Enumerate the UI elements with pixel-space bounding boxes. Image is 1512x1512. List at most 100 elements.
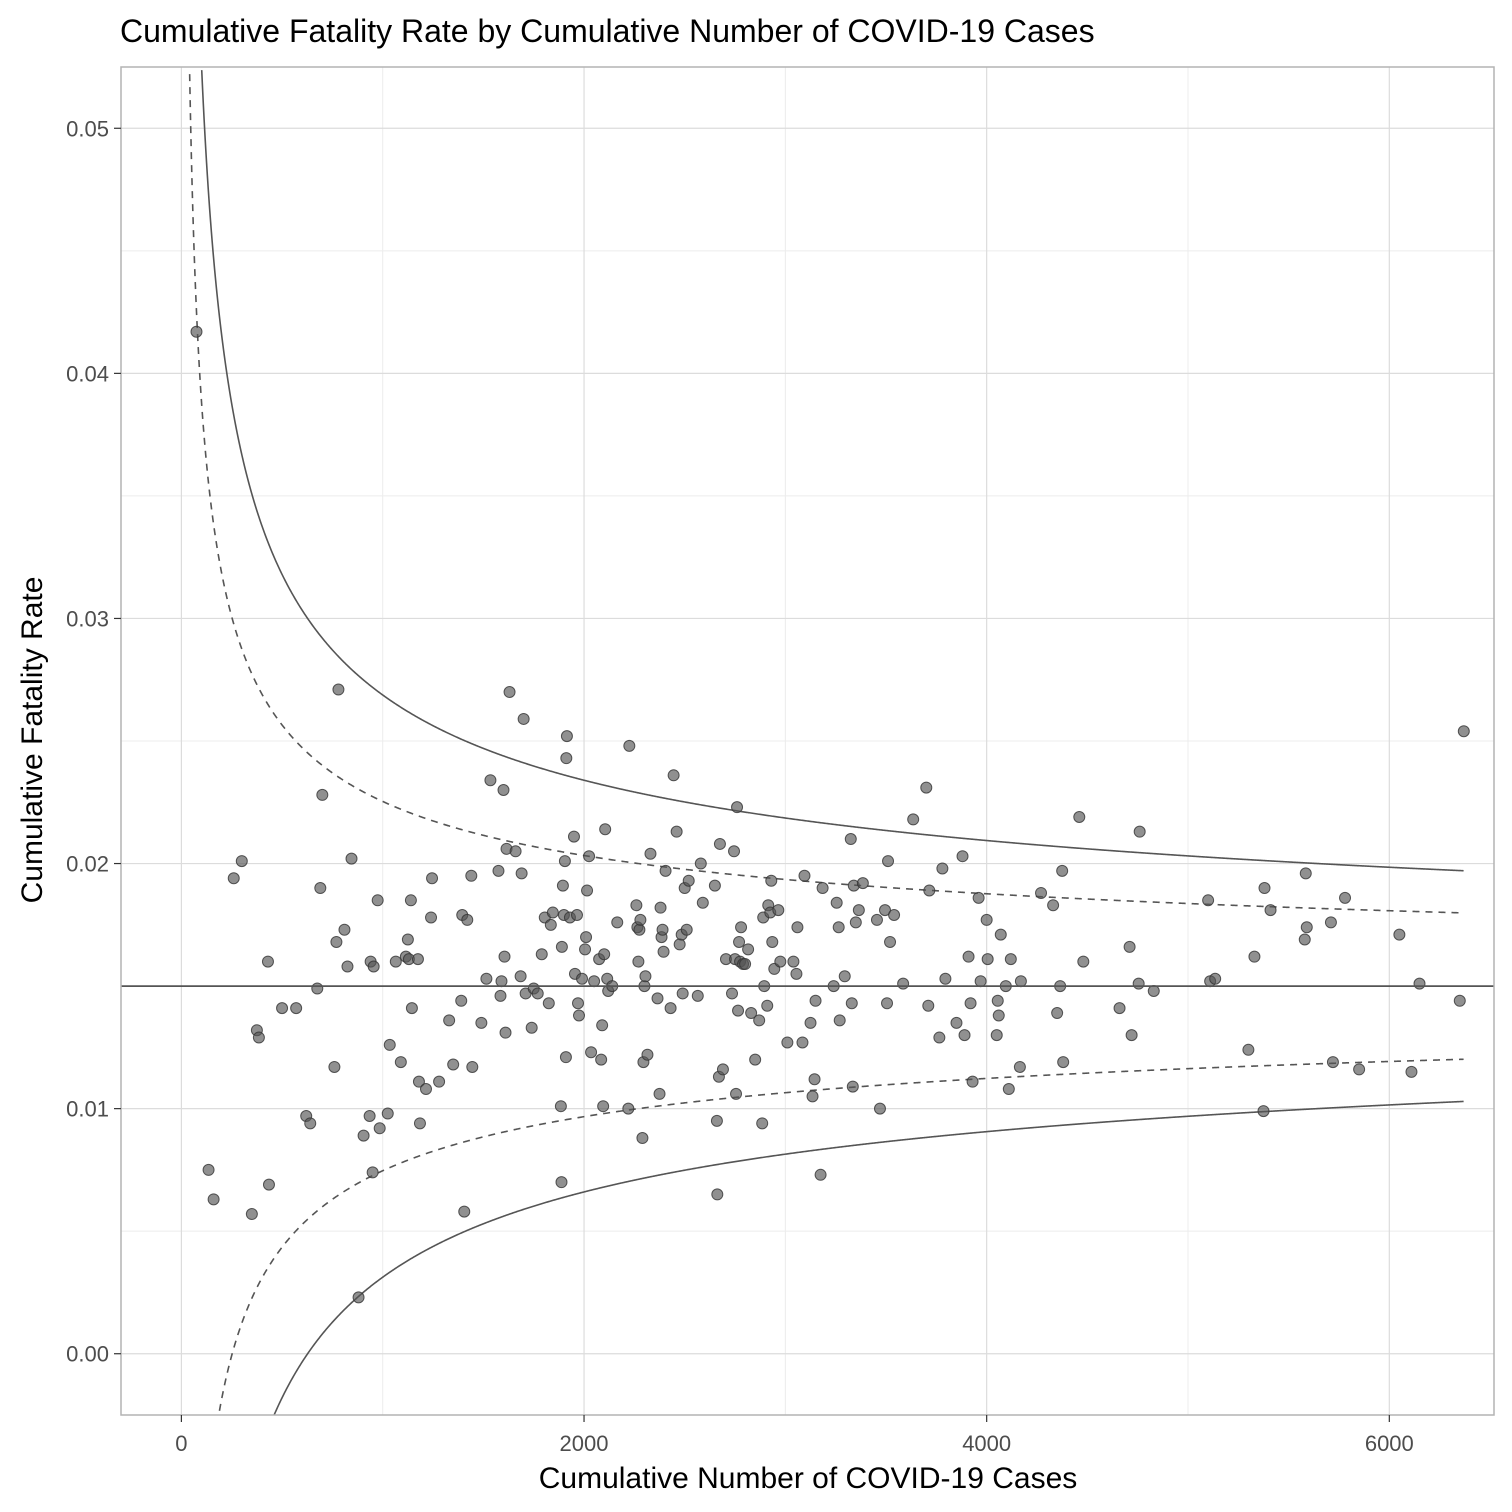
scatter-point	[413, 1117, 426, 1130]
scatter-point	[676, 987, 689, 1000]
scatter-point	[245, 1208, 258, 1221]
scatter-point	[535, 948, 548, 961]
scatter-point	[623, 739, 636, 752]
scatter-point	[630, 899, 643, 912]
scatter-point	[412, 1075, 425, 1088]
x-axis-title: Cumulative Number of COVID-19 Cases	[539, 1462, 1078, 1495]
scatter-point	[1209, 972, 1222, 985]
scatter-point	[1393, 928, 1406, 941]
scatter-point	[383, 1038, 396, 1051]
scatter-point	[990, 1029, 1003, 1042]
scatter-point	[373, 1122, 386, 1135]
scatter-point	[465, 869, 478, 882]
scatter-point	[804, 1016, 817, 1029]
scatter-point	[544, 918, 557, 931]
scatter-point	[207, 1193, 220, 1206]
scatter-point	[972, 891, 985, 904]
scatter-point	[833, 1014, 846, 1027]
scatter-point	[580, 931, 593, 944]
chart-title: Cumulative Fatality Rate by Cumulative N…	[120, 13, 1095, 49]
control-limits	[188, 70, 1464, 1416]
scatter-point	[870, 913, 883, 926]
scatter-point	[567, 830, 580, 843]
scatter-point	[657, 945, 670, 958]
scatter-point	[731, 801, 744, 814]
scatter-point	[1077, 955, 1090, 968]
scatter-point	[1300, 921, 1313, 934]
scatter-point	[845, 997, 858, 1010]
scatter-point	[227, 872, 240, 885]
scatter-point	[1133, 825, 1146, 838]
scatter-point	[809, 994, 822, 1007]
scatter-point	[405, 1002, 418, 1015]
scatter-point	[596, 1019, 609, 1032]
scatter-point	[844, 833, 857, 846]
scatter-point	[980, 913, 993, 926]
scatter-point	[492, 864, 505, 877]
scatter-point	[670, 825, 683, 838]
scatter-point	[484, 774, 497, 787]
scatter-point	[611, 916, 624, 929]
scatter-point	[599, 823, 612, 836]
scatter-point	[425, 911, 438, 924]
scatter-point	[495, 975, 508, 988]
scatter-point	[713, 837, 726, 850]
scatter-point	[235, 855, 248, 868]
scatter-point	[1056, 864, 1069, 877]
scatter-point	[480, 972, 493, 985]
scatter-point	[556, 879, 569, 892]
scatter-point	[509, 845, 522, 858]
y-axis-ticks: 0.00 0.01 0.02 0.03 0.04 0.05	[66, 116, 121, 1367]
scatter-point	[1413, 977, 1426, 990]
scatter-point	[1073, 810, 1086, 823]
scatter-point	[787, 955, 800, 968]
scatter-point	[639, 970, 652, 983]
scatter-point	[888, 909, 901, 922]
scatter-point	[341, 960, 354, 973]
scatter-point	[389, 955, 402, 968]
scatter-point	[572, 997, 584, 1010]
scatter-point	[531, 987, 544, 1000]
scatter-point	[475, 1016, 488, 1029]
scatter-point	[1324, 916, 1337, 929]
scatter-point	[542, 997, 555, 1010]
scatter-point	[558, 855, 571, 868]
scatter-point	[897, 977, 910, 990]
scatter-point	[742, 943, 755, 956]
scatter-point	[1405, 1065, 1418, 1078]
scatter-point	[622, 1102, 635, 1115]
scatter-point	[922, 999, 935, 1012]
scatter-point	[1002, 1083, 1015, 1096]
scatter-point	[598, 948, 611, 961]
scatter-point	[694, 857, 707, 870]
scatter-point	[494, 989, 507, 1002]
scatter-point	[328, 1060, 341, 1073]
scatter-point	[814, 1168, 827, 1181]
scatter-point	[1339, 891, 1352, 904]
scatter-point	[732, 1004, 745, 1017]
scatter-point	[696, 896, 709, 909]
grid	[121, 67, 1494, 1415]
scatter-point	[641, 1048, 654, 1061]
scatter-point	[936, 862, 949, 875]
scatter-point	[808, 1073, 821, 1086]
scatter-point	[651, 992, 664, 1005]
scatter-point	[554, 1100, 567, 1113]
scatter-point	[636, 1132, 649, 1145]
scatter-point	[832, 921, 845, 934]
scatter-point	[363, 1109, 376, 1122]
scatter-point	[503, 685, 516, 698]
scatter-point	[1326, 1056, 1339, 1069]
scatter-point	[585, 1046, 598, 1059]
scatter-point	[202, 1163, 215, 1176]
scatter-point	[332, 683, 345, 696]
scatter-point	[411, 953, 424, 966]
scatter-point	[433, 1075, 446, 1088]
scatter-point	[401, 933, 414, 946]
scatter-point	[852, 904, 865, 917]
scatter-point	[974, 975, 987, 988]
scatter-point	[796, 1036, 809, 1049]
dashed-limit-lower-line	[218, 1058, 1464, 1411]
scatter-point	[497, 784, 510, 797]
scatter-point	[711, 1188, 724, 1201]
